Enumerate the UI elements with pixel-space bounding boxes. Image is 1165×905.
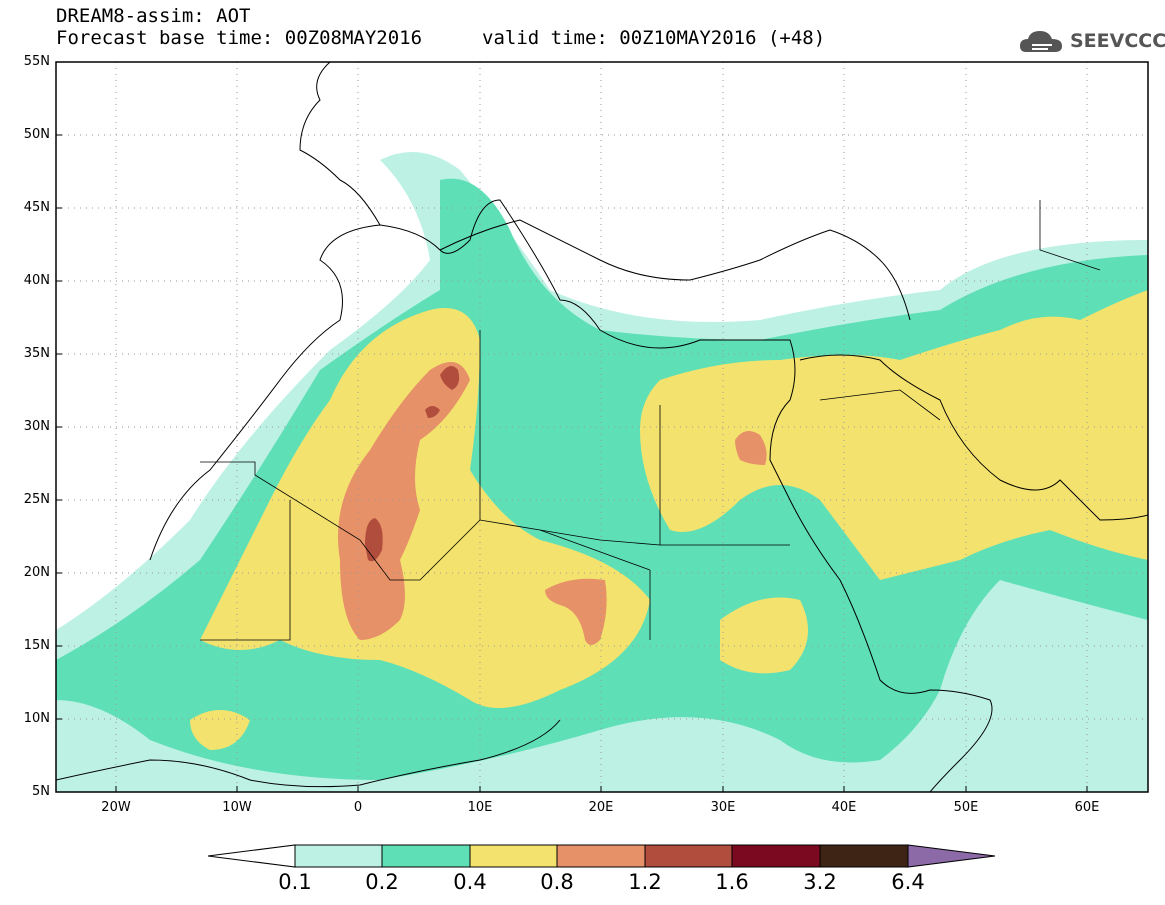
- lon-label: 40E: [831, 800, 857, 815]
- logo-text: SEEVCCC: [1070, 30, 1165, 52]
- coastlines: [56, 62, 1148, 792]
- map-title: DREAM8-assim: AOT: [56, 5, 251, 27]
- aot-contour-0.4-east: [640, 290, 1148, 580]
- lon-label: 10W: [222, 800, 252, 815]
- aot-contour-0.4-west: [200, 308, 650, 708]
- aot-contour-1.2-c: [425, 406, 440, 418]
- colorbar-label: 3.2: [803, 870, 837, 894]
- lon-label: 20E: [588, 800, 614, 815]
- colorbar: [207, 844, 996, 868]
- aot-contour-0.8-egypt: [735, 431, 767, 465]
- aot-contour-1.2-b: [440, 366, 460, 390]
- lat-label: 5N: [32, 784, 50, 799]
- lon-label: 50E: [953, 800, 979, 815]
- colorbar-label: 6.4: [891, 870, 925, 894]
- lon-label: 30E: [710, 800, 736, 815]
- colorbar-label: 0.4: [453, 870, 487, 894]
- colorbar-bin-5: [644, 844, 733, 868]
- colorbar-bin-6: [731, 844, 821, 868]
- colorbar-label: 0.1: [278, 870, 312, 894]
- lat-label: 35N: [23, 346, 50, 361]
- lat-label: 55N: [23, 54, 50, 69]
- colorbar-bin-7: [819, 844, 909, 868]
- lat-label: 20N: [23, 565, 50, 580]
- colorbar-label: 0.2: [365, 870, 399, 894]
- lat-label: 40N: [23, 273, 50, 288]
- lon-label: 0: [353, 800, 363, 815]
- aot-contour-0.4-sw: [190, 710, 250, 750]
- aot-contour-0.4-south: [720, 597, 808, 674]
- colorbar-label: 0.8: [540, 870, 574, 894]
- colorbar-bin-1: [294, 844, 383, 868]
- lon-label: 60E: [1074, 800, 1100, 815]
- colorbar-under: [207, 844, 296, 868]
- lon-label: 20W: [101, 800, 131, 815]
- aot-contour-0.8-south: [545, 578, 607, 645]
- aot-contour-1.2-a: [365, 518, 383, 562]
- colorbar-bin-2: [381, 844, 471, 868]
- colorbar-over: [907, 844, 996, 868]
- lon-label: 10E: [467, 800, 493, 815]
- colorbar-label: 1.2: [628, 870, 662, 894]
- borders: [200, 200, 1101, 641]
- valid-time: valid time: 00Z10MAY2016 (+48): [482, 27, 826, 49]
- lat-label: 10N: [23, 711, 50, 726]
- colorbar-bin-3: [469, 844, 558, 868]
- lat-label: 45N: [23, 200, 50, 215]
- cloud-logo-icon: [1020, 31, 1062, 52]
- graticule: [56, 62, 1148, 792]
- lat-label: 25N: [23, 492, 50, 507]
- aot-contour-0.8-west: [338, 362, 470, 640]
- colorbar-label: 1.6: [715, 870, 749, 894]
- lat-label: 50N: [23, 127, 50, 142]
- lat-label: 15N: [23, 638, 50, 653]
- lat-label: 30N: [23, 419, 50, 434]
- forecast-base-time: Forecast base time: 00Z08MAY2016: [56, 27, 423, 49]
- colorbar-bin-4: [556, 844, 646, 868]
